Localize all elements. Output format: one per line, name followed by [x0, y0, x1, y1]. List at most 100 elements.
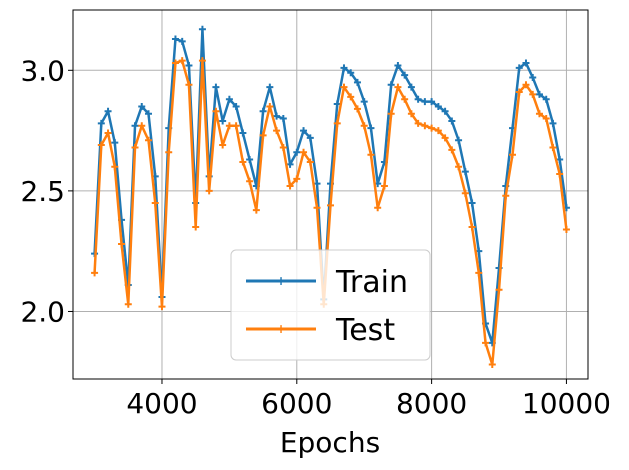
- data-point-test: [306, 158, 314, 166]
- data-point-test: [151, 199, 159, 207]
- data-point-train: [448, 117, 456, 125]
- data-point-test: [138, 122, 146, 130]
- data-point-train: [111, 139, 119, 147]
- data-point-train: [293, 148, 301, 156]
- data-point-test: [394, 83, 402, 91]
- data-point-test: [414, 119, 422, 127]
- data-point-train: [556, 156, 564, 164]
- data-point-test: [192, 223, 200, 231]
- data-point-test: [286, 182, 294, 190]
- data-point-test: [502, 192, 510, 200]
- ticks: [68, 69, 567, 384]
- legend: + Train + Test: [230, 249, 431, 361]
- data-point-train: [468, 199, 476, 207]
- data-point-train: [219, 117, 227, 125]
- data-point-test: [266, 102, 274, 110]
- data-point-train: [522, 59, 530, 67]
- data-point-train: [441, 107, 449, 115]
- data-point-test: [333, 119, 341, 127]
- data-point-test: [522, 81, 530, 89]
- data-point-train: [198, 25, 206, 33]
- data-point-train: [185, 61, 193, 69]
- data-point-train: [239, 129, 247, 137]
- data-point-test: [562, 225, 570, 233]
- data-point-train: [144, 110, 152, 118]
- data-point-test: [118, 240, 126, 248]
- series-layer: [91, 25, 570, 369]
- data-point-test: [104, 129, 112, 137]
- data-point-test: [347, 93, 355, 101]
- legend-label-train: Train: [335, 265, 408, 300]
- data-point-test: [111, 163, 119, 171]
- data-point-train: [232, 102, 240, 110]
- data-point-train: [434, 102, 442, 110]
- data-point-test: [515, 88, 523, 96]
- data-point-train: [428, 98, 436, 106]
- data-point-test: [97, 141, 105, 149]
- data-point-train: [387, 81, 395, 89]
- data-point-test: [461, 189, 469, 197]
- data-point-test: [313, 204, 321, 212]
- data-point-test: [259, 131, 267, 139]
- data-point-test: [232, 122, 240, 130]
- x-tick-label: 4000: [126, 387, 197, 420]
- data-point-test: [542, 115, 550, 123]
- data-point-train: [279, 115, 287, 123]
- data-point-train: [131, 122, 139, 130]
- legend-marker-train: +: [276, 274, 286, 288]
- data-point-test: [225, 122, 233, 130]
- data-point-test: [549, 143, 557, 151]
- data-point-test: [124, 300, 132, 308]
- data-point-train: [353, 78, 361, 86]
- x-tick-label: 8000: [396, 387, 467, 420]
- data-point-test: [535, 110, 543, 118]
- data-point-test: [407, 110, 415, 118]
- x-tick-label: 10000: [522, 387, 611, 420]
- data-point-train: [515, 64, 523, 72]
- data-point-test: [556, 170, 564, 178]
- data-point-test: [360, 122, 368, 130]
- data-point-test: [293, 175, 301, 183]
- legend-box: [230, 249, 431, 361]
- data-point-train: [455, 136, 463, 144]
- data-point-test: [428, 124, 436, 132]
- data-point-train: [549, 119, 557, 127]
- data-point-test: [441, 134, 449, 142]
- data-point-test: [91, 269, 99, 277]
- data-point-test: [374, 204, 382, 212]
- data-point-train: [394, 61, 402, 69]
- data-point-test: [468, 223, 476, 231]
- data-point-test: [495, 286, 503, 294]
- data-point-train: [347, 69, 355, 77]
- data-point-test: [421, 122, 429, 130]
- data-point-test: [246, 177, 254, 185]
- data-point-test: [131, 143, 139, 151]
- data-point-test: [158, 303, 166, 311]
- series-test: [91, 57, 570, 369]
- data-point-train: [171, 35, 179, 43]
- data-point-train: [266, 83, 274, 91]
- y-tick-label: 2.0: [20, 295, 65, 328]
- data-point-test: [482, 339, 490, 347]
- data-point-train: [340, 64, 348, 72]
- data-point-train: [421, 98, 429, 106]
- data-point-test: [475, 269, 483, 277]
- data-point-train: [529, 74, 537, 82]
- data-point-test: [367, 151, 375, 159]
- data-point-test: [144, 136, 152, 144]
- data-point-train: [306, 134, 314, 142]
- data-point-test: [252, 206, 260, 214]
- data-point-train: [225, 95, 233, 103]
- x-tick-label: 6000: [261, 387, 332, 420]
- x-axis-title: Epochs: [280, 426, 380, 459]
- data-point-train: [414, 95, 422, 103]
- data-point-train: [138, 102, 146, 110]
- legend-label-test: Test: [335, 313, 395, 348]
- data-point-test: [387, 110, 395, 118]
- data-point-train: [259, 107, 267, 115]
- y-tick-label: 2.5: [20, 175, 65, 208]
- data-point-train: [300, 127, 308, 135]
- data-point-test: [212, 107, 220, 115]
- data-point-test: [455, 163, 463, 171]
